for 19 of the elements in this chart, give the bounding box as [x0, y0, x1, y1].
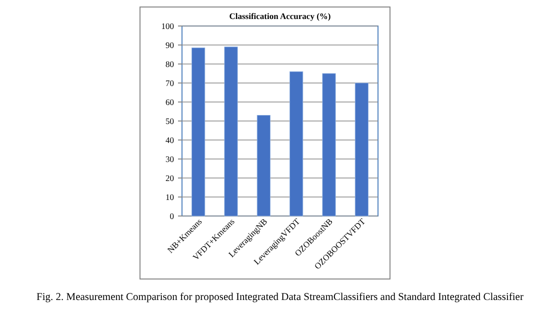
- bar: [290, 71, 304, 216]
- bar: [322, 73, 336, 216]
- y-tick-label: 60: [166, 96, 174, 107]
- y-tick-label: 100: [161, 20, 174, 31]
- y-tick-label: 10: [166, 192, 174, 202]
- caption: Fig. 2. Measurement Comparison for proposed Integrated Data StreamClassifiers and Standard Integrated Classifier: [36, 292, 524, 303]
- bar: [192, 48, 206, 216]
- y-tick-label: 90: [166, 40, 174, 50]
- chart-title: Classification Accuracy (%): [229, 11, 331, 21]
- bar: [256, 115, 270, 216]
- y-tick-label: 70: [166, 78, 174, 88]
- y-tick-label: 20: [166, 172, 174, 183]
- bar: [224, 46, 238, 216]
- y-tick-label: 0: [170, 210, 174, 221]
- y-tick-label: 50: [166, 116, 174, 126]
- y-tick-label: 30: [166, 154, 174, 164]
- bar: [354, 82, 368, 216]
- y-tick-label: 40: [166, 134, 174, 145]
- y-tick-label: 80: [166, 58, 174, 69]
